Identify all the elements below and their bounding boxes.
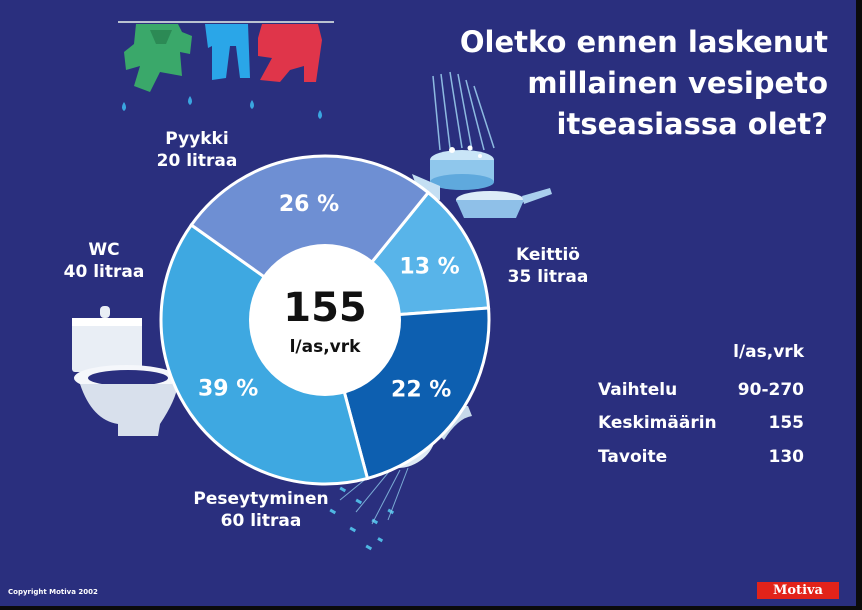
title-line-3: itseasiassa olet? bbox=[556, 107, 828, 141]
clothesline-icon bbox=[118, 21, 334, 119]
category-label-pyykki: Pyykki 20 litraa bbox=[142, 128, 252, 172]
stats-value: 155 bbox=[768, 413, 805, 433]
motiva-logo: Motiva bbox=[757, 582, 839, 599]
donut-slice-wc bbox=[189, 154, 431, 323]
category-name: Keittiö bbox=[516, 245, 580, 265]
total-value: 155 bbox=[283, 285, 367, 331]
category-liters: 60 litraa bbox=[220, 511, 302, 531]
stats-label: Keskimäärin bbox=[598, 413, 717, 433]
category-liters: 40 litraa bbox=[63, 262, 145, 282]
percent-label: 39 % bbox=[198, 376, 258, 401]
category-label-keittio: Keittiö 35 litraa bbox=[496, 244, 600, 288]
percent-label: 26 % bbox=[279, 192, 339, 217]
title-line-2: millainen vesipeto bbox=[527, 66, 828, 100]
stats-label: Vaihtelu bbox=[598, 380, 678, 400]
category-liters: 20 litraa bbox=[156, 151, 238, 171]
copyright-text: Copyright Motiva 2002 bbox=[8, 588, 98, 596]
percent-label: 13 % bbox=[399, 254, 459, 279]
category-label-peseytyminen: Peseytyminen 60 litraa bbox=[186, 488, 336, 532]
category-name: Pyykki bbox=[165, 129, 229, 149]
category-liters: 35 litraa bbox=[507, 267, 589, 287]
category-name: WC bbox=[88, 240, 120, 260]
category-label-wc: WC 40 litraa bbox=[54, 239, 154, 283]
toilet-icon bbox=[72, 306, 178, 436]
donut-slices bbox=[159, 154, 491, 486]
stats-row: Tavoite 130 bbox=[598, 447, 804, 471]
stats-row: Keskimäärin 155 bbox=[598, 413, 804, 437]
stats-header: l/as,vrk bbox=[733, 342, 804, 362]
cooking-pots-icon bbox=[412, 71, 552, 218]
stats-row: Vaihtelu 90-270 bbox=[598, 380, 804, 404]
title-line-1: Oletko ennen laskenut bbox=[459, 25, 828, 59]
category-name: Peseytyminen bbox=[193, 489, 329, 509]
total-unit: l/as,vrk bbox=[289, 337, 361, 357]
donut-hole bbox=[249, 244, 401, 396]
stats-value: 130 bbox=[768, 447, 805, 467]
percent-label: 22 % bbox=[391, 377, 451, 402]
percent-labels: 13 % 22 % 39 % 26 % bbox=[198, 192, 460, 402]
page-title: Oletko ennen laskenut millainen vesipeto… bbox=[388, 22, 828, 145]
stats-value: 90-270 bbox=[737, 380, 804, 400]
stats-label: Tavoite bbox=[598, 447, 668, 467]
